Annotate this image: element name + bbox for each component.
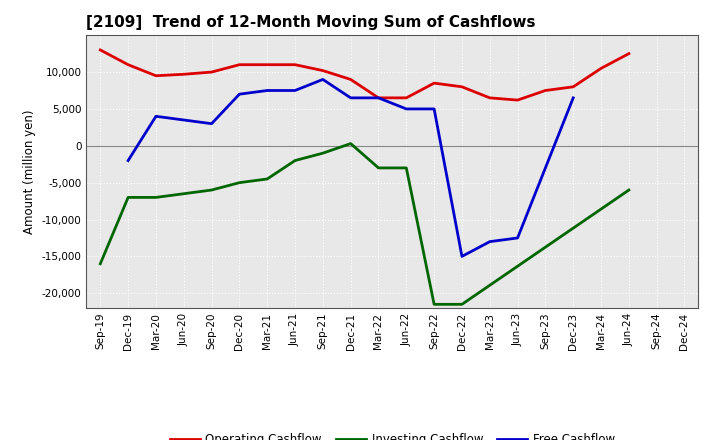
Operating Cashflow	[346, 77, 355, 82]
Operating Cashflow	[430, 81, 438, 86]
Operating Cashflow	[207, 70, 216, 75]
Free Cashflow	[124, 158, 132, 163]
Free Cashflow	[235, 92, 243, 97]
Line: Operating Cashflow: Operating Cashflow	[100, 50, 629, 100]
Operating Cashflow	[402, 95, 410, 100]
Free Cashflow	[430, 106, 438, 112]
Operating Cashflow	[624, 51, 633, 56]
Free Cashflow	[318, 77, 327, 82]
Operating Cashflow	[124, 62, 132, 67]
Free Cashflow	[263, 88, 271, 93]
Investing Cashflow	[152, 195, 161, 200]
Operating Cashflow	[179, 72, 188, 77]
Free Cashflow	[207, 121, 216, 126]
Investing Cashflow	[458, 302, 467, 307]
Free Cashflow	[346, 95, 355, 100]
Investing Cashflow	[374, 165, 383, 171]
Investing Cashflow	[430, 302, 438, 307]
Investing Cashflow	[96, 261, 104, 266]
Investing Cashflow	[235, 180, 243, 185]
Free Cashflow	[179, 117, 188, 123]
Free Cashflow	[374, 95, 383, 100]
Investing Cashflow	[291, 158, 300, 163]
Operating Cashflow	[541, 88, 550, 93]
Line: Investing Cashflow: Investing Cashflow	[100, 143, 629, 304]
Free Cashflow	[569, 95, 577, 100]
Free Cashflow	[402, 106, 410, 112]
Investing Cashflow	[179, 191, 188, 196]
Free Cashflow	[152, 114, 161, 119]
Investing Cashflow	[207, 187, 216, 193]
Investing Cashflow	[124, 195, 132, 200]
Free Cashflow	[513, 235, 522, 241]
Operating Cashflow	[458, 84, 467, 89]
Free Cashflow	[485, 239, 494, 244]
Operating Cashflow	[152, 73, 161, 78]
Line: Free Cashflow: Free Cashflow	[128, 80, 573, 257]
Operating Cashflow	[235, 62, 243, 67]
Operating Cashflow	[291, 62, 300, 67]
Operating Cashflow	[569, 84, 577, 89]
Investing Cashflow	[318, 150, 327, 156]
Investing Cashflow	[624, 187, 633, 193]
Y-axis label: Amount (million yen): Amount (million yen)	[23, 110, 36, 234]
Investing Cashflow	[346, 141, 355, 146]
Operating Cashflow	[485, 95, 494, 100]
Operating Cashflow	[374, 95, 383, 100]
Operating Cashflow	[597, 66, 606, 71]
Operating Cashflow	[318, 68, 327, 73]
Investing Cashflow	[263, 176, 271, 182]
Free Cashflow	[458, 254, 467, 259]
Operating Cashflow	[263, 62, 271, 67]
Text: [2109]  Trend of 12-Month Moving Sum of Cashflows: [2109] Trend of 12-Month Moving Sum of C…	[86, 15, 536, 30]
Free Cashflow	[291, 88, 300, 93]
Operating Cashflow	[96, 48, 104, 53]
Investing Cashflow	[402, 165, 410, 171]
Legend: Operating Cashflow, Investing Cashflow, Free Cashflow: Operating Cashflow, Investing Cashflow, …	[166, 429, 619, 440]
Operating Cashflow	[513, 97, 522, 103]
